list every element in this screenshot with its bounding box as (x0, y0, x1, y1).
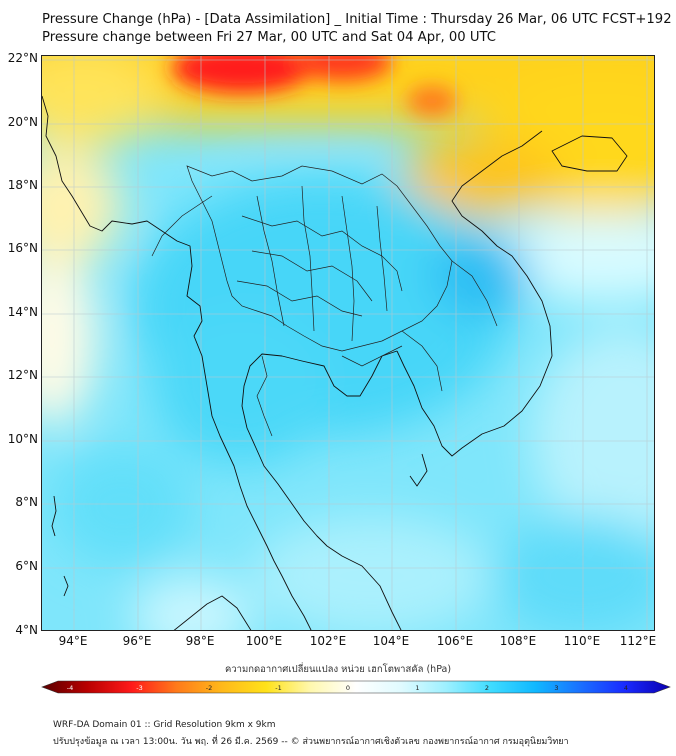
colorbar-tick-label: -1 (275, 684, 281, 692)
colorbar-tick-label: -3 (136, 684, 142, 692)
lat-label: 12°N (7, 368, 38, 382)
lat-label: 18°N (7, 178, 38, 192)
lon-label: 98°E (185, 634, 215, 648)
colorbar-tick-label: -4 (67, 684, 73, 692)
colorbar-tick-label: -2 (206, 684, 212, 692)
chart-subtitle: Pressure change between Fri 27 Mar, 00 U… (42, 30, 496, 45)
lat-label: 8°N (15, 495, 38, 509)
lon-label: 104°E (372, 634, 410, 648)
lon-label: 108°E (499, 634, 537, 648)
footer-update-info: ปรับปรุงข้อมูล ณ เวลา 13:00น. วัน พฤ. ที… (53, 737, 569, 747)
colorbar-tick-label: 4 (624, 684, 628, 692)
colorbar-ticks: -4 -3 -2 -1 0 1 2 3 4 (67, 684, 628, 692)
footer-domain-info: WRF-DA Domain 01 :: Grid Resolution 9km … (53, 720, 276, 730)
lat-label: 14°N (7, 305, 38, 319)
colorbar-shape (41, 680, 671, 694)
lat-label: 16°N (7, 241, 38, 255)
field-red-core (172, 56, 457, 116)
lat-label: 4°N (15, 623, 38, 637)
lon-label: 96°E (122, 634, 152, 648)
colorbar: -4 -3 -2 -1 0 1 2 3 4 (41, 680, 671, 694)
lon-label: 112°E (619, 634, 657, 648)
lon-label: 110°E (563, 634, 601, 648)
gridlines (42, 56, 654, 630)
pressure-change-map (42, 56, 654, 630)
lat-label: 10°N (7, 432, 38, 446)
lon-label: 102°E (309, 634, 347, 648)
map-panel[interactable] (41, 55, 655, 631)
lon-label: 100°E (245, 634, 283, 648)
colorbar-tick-label: 3 (554, 684, 558, 692)
colorbar-label: ความกดอากาศเปลี่ยนแปลง หน่วย เฮกโตพาสคัล… (224, 664, 452, 675)
borders (151, 165, 498, 437)
lat-label: 6°N (15, 559, 38, 573)
lon-label: 106°E (436, 634, 474, 648)
colorbar-tick-label: 0 (346, 684, 350, 692)
lon-label: 94°E (58, 634, 88, 648)
chart-title: Pressure Change (hPa) - [Data Assimilati… (42, 12, 672, 27)
lat-label: 22°N (7, 51, 38, 65)
colorbar-tick-label: 2 (485, 684, 489, 692)
coastlines (42, 95, 628, 630)
colorbar-tick-label: 1 (415, 684, 419, 692)
lat-label: 20°N (7, 115, 38, 129)
